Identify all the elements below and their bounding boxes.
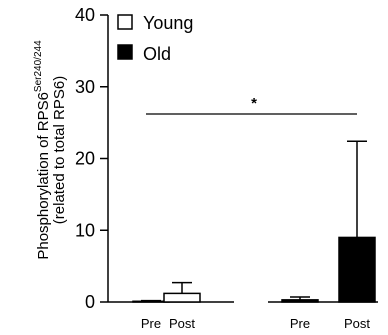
y-axis-title-line2: (related to total RPS6) <box>51 76 68 224</box>
bar <box>163 292 201 303</box>
bar <box>281 299 319 303</box>
x-tick-label: Post <box>344 316 370 331</box>
y-axis-title-line1: Phosphorylation of RPS6 <box>35 92 52 260</box>
error-bars <box>141 140 367 302</box>
y-tick-label: 30 <box>75 77 95 97</box>
y-tick-label: 20 <box>75 149 95 169</box>
y-tick-label: 10 <box>75 220 95 240</box>
y-tick-label: 40 <box>75 5 95 25</box>
svg-text:Phosphorylation of RPS6Ser240/: Phosphorylation of RPS6Ser240/244 <box>33 40 52 260</box>
x-tick-label: Post <box>169 316 195 331</box>
legend-label-old: Old <box>143 44 171 64</box>
legend-label-young: Young <box>143 13 193 33</box>
legend-swatch-young <box>117 14 133 30</box>
y-axis-title: Phosphorylation of RPS6Ser240/244 (relat… <box>33 40 68 260</box>
y-axis-title-superscript: Ser240/244 <box>33 40 44 92</box>
x-tick-labels: Pre Post Pre Post <box>141 316 371 331</box>
significance-annotation: * <box>146 95 357 115</box>
bars <box>132 236 376 303</box>
bar <box>338 236 376 303</box>
legend-swatch-old <box>117 44 133 60</box>
x-tick-label: Pre <box>141 316 161 331</box>
significance-star: * <box>251 95 257 112</box>
legend: Young Old <box>117 13 193 64</box>
x-tick-label: Pre <box>290 316 310 331</box>
y-ticks: 0 10 20 30 40 <box>75 5 108 312</box>
y-tick-label: 0 <box>85 292 95 312</box>
